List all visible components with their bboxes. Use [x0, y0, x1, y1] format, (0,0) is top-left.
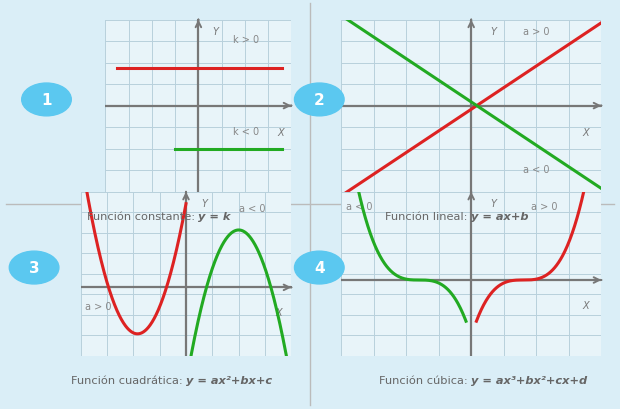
- Text: Y: Y: [491, 27, 497, 36]
- Text: y = k: y = k: [198, 212, 231, 222]
- Text: y = ax³+bx²+cx+d: y = ax³+bx²+cx+d: [471, 375, 587, 385]
- Text: Función lineal:: Función lineal:: [385, 212, 471, 222]
- Text: a > 0: a > 0: [531, 202, 557, 212]
- Text: 3: 3: [29, 261, 40, 275]
- Text: a < 0: a < 0: [523, 164, 550, 175]
- Text: X: X: [582, 301, 589, 310]
- Text: X: X: [582, 128, 589, 138]
- Text: k > 0: k > 0: [233, 35, 259, 45]
- Text: Función constante:: Función constante:: [87, 212, 198, 222]
- Text: Y: Y: [202, 199, 208, 209]
- Text: a > 0: a > 0: [523, 27, 550, 37]
- Text: a < 0: a < 0: [346, 202, 373, 212]
- Text: Función cúbica:: Función cúbica:: [379, 375, 471, 385]
- Text: 2: 2: [314, 93, 325, 108]
- Text: X: X: [277, 128, 283, 138]
- Text: k < 0: k < 0: [233, 127, 259, 137]
- Text: y = ax+b: y = ax+b: [471, 212, 529, 222]
- Text: Función cuadrática:: Función cuadrática:: [71, 375, 186, 385]
- Text: a < 0: a < 0: [239, 203, 265, 213]
- Text: y = ax²+bx+c: y = ax²+bx+c: [186, 375, 272, 385]
- Text: X: X: [275, 308, 282, 317]
- Text: Y: Y: [491, 198, 497, 208]
- Text: 4: 4: [314, 261, 325, 275]
- Text: a > 0: a > 0: [85, 301, 112, 312]
- Text: 1: 1: [42, 93, 51, 108]
- Text: Y: Y: [212, 27, 218, 36]
